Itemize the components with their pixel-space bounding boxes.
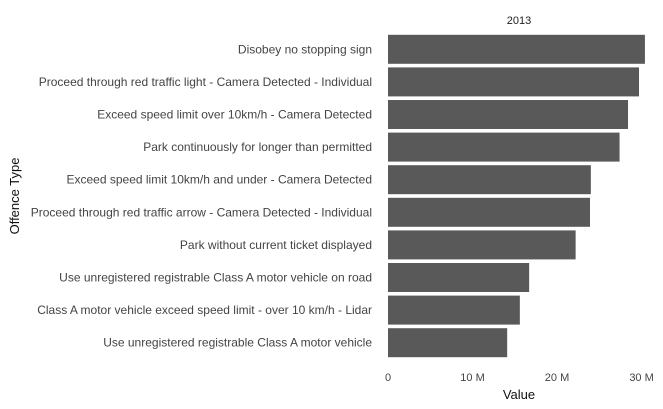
category-label-1: Proceed through red traffic light - Came… (39, 75, 372, 89)
x-tick-label-3: 30 M (629, 372, 653, 384)
bar-9 (388, 328, 508, 358)
category-label-8: Class A motor vehicle exceed speed limit… (37, 303, 372, 317)
bar-4 (388, 165, 591, 195)
bar-2 (388, 100, 629, 129)
bar-3 (388, 132, 620, 162)
bar-6 (388, 230, 576, 260)
category-label-3: Park continuously for longer than permit… (143, 140, 372, 154)
category-label-9: Use unregistered registrable Class A mot… (103, 336, 372, 350)
bar-1 (388, 67, 640, 97)
x-tick-label-1: 10 M (460, 372, 484, 384)
x-tick-label-2: 20 M (545, 372, 569, 384)
category-label-2: Exceed speed limit over 10km/h - Camera … (97, 108, 372, 122)
bar-0 (388, 34, 645, 64)
x-tick-label-0: 0 (385, 372, 391, 384)
category-label-5: Proceed through red traffic arrow - Came… (31, 205, 372, 219)
y-axis-title: Offence Type (7, 158, 22, 235)
facet-strip-label: 2013 (507, 15, 531, 27)
x-axis-ticks-group: 0 10 M 20 M 30 M (385, 372, 654, 384)
category-label-7: Use unregistered registrable Class A mot… (59, 271, 372, 285)
category-label-4: Exceed speed limit 10km/h and under - Ca… (67, 173, 373, 187)
category-label-0: Disobey no stopping sign (238, 42, 372, 56)
bar-5 (388, 197, 590, 227)
bar-7 (388, 263, 530, 292)
category-labels-group: Disobey no stopping sign Proceed through … (31, 42, 373, 349)
category-label-6: Park without current ticket displayed (180, 238, 372, 252)
bar-8 (388, 295, 520, 325)
x-axis-title: Value (503, 387, 535, 402)
bars-group (388, 34, 645, 358)
